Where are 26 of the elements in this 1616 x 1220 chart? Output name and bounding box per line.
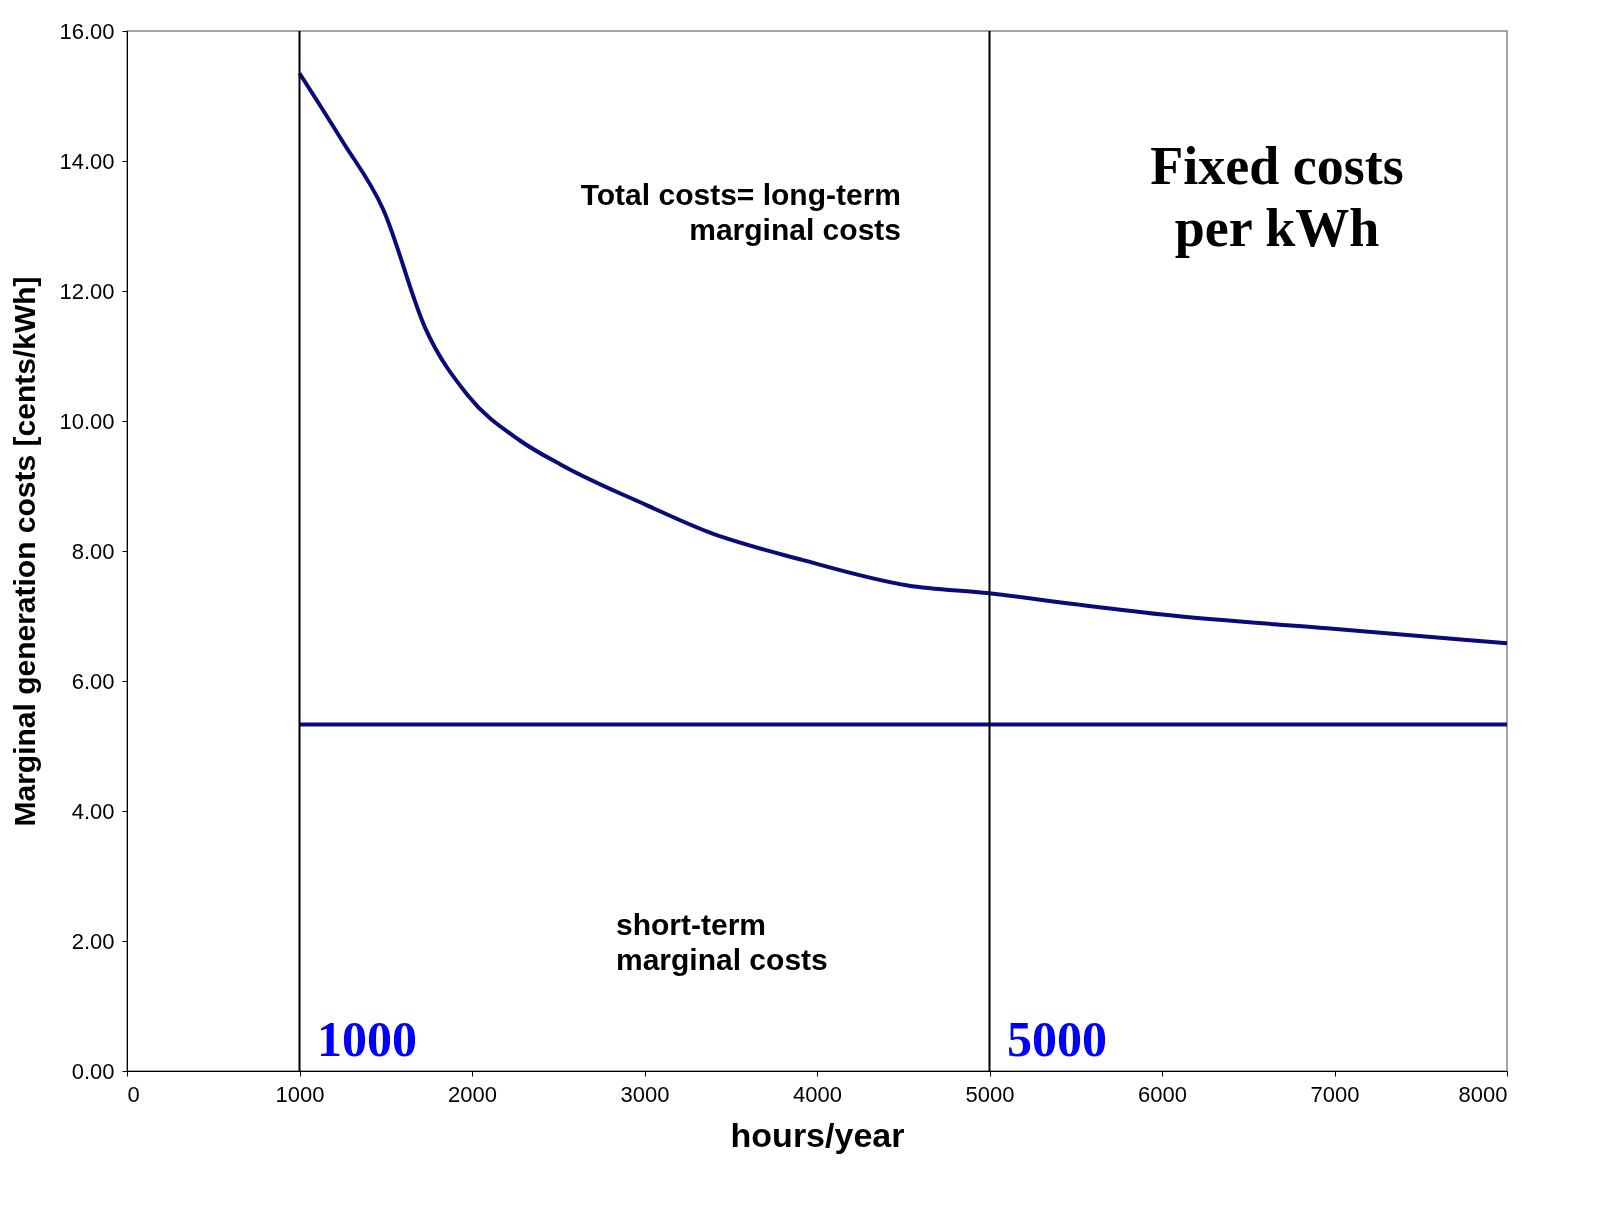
y-tick-label: 0.00 — [71, 1058, 115, 1084]
x-tick-label: 5000 — [965, 1081, 1015, 1107]
x-tick-label: 6000 — [1138, 1081, 1187, 1107]
annotation: short-term marginal costs — [616, 908, 828, 976]
y-tick-label: 14.00 — [59, 148, 115, 174]
x-tick-label: 7000 — [1310, 1081, 1360, 1107]
x-tick-label: 0 — [127, 1081, 140, 1107]
y-tick-label: 2.00 — [71, 928, 115, 954]
y-tick-label: 8.00 — [71, 538, 115, 564]
x-tick-label: 8000 — [1458, 1081, 1508, 1107]
x-tick-label: 4000 — [793, 1081, 842, 1107]
annotation: 1000 — [317, 1011, 417, 1067]
y-tick-label: 6.00 — [71, 668, 115, 694]
y-tick-label: 12.00 — [59, 278, 115, 304]
x-tick-label: 2000 — [448, 1081, 497, 1107]
annotation: Total costs= long-term marginal costs — [580, 178, 901, 246]
x-tick-label: 3000 — [620, 1081, 670, 1107]
y-tick-label: 4.00 — [71, 798, 115, 824]
y-axis-title: Marginal generation costs [cents/kWh] — [8, 276, 42, 827]
y-tick-label: 16.00 — [59, 18, 115, 44]
y-tick-label: 10.00 — [59, 408, 115, 434]
annotation: Fixed costs per kWh — [1150, 136, 1404, 259]
line-series — [297, 71, 1509, 646]
x-tick-label: 1000 — [275, 1081, 325, 1107]
x-axis-title: hours/year — [730, 1115, 905, 1154]
annotation: 5000 — [1007, 1011, 1107, 1067]
